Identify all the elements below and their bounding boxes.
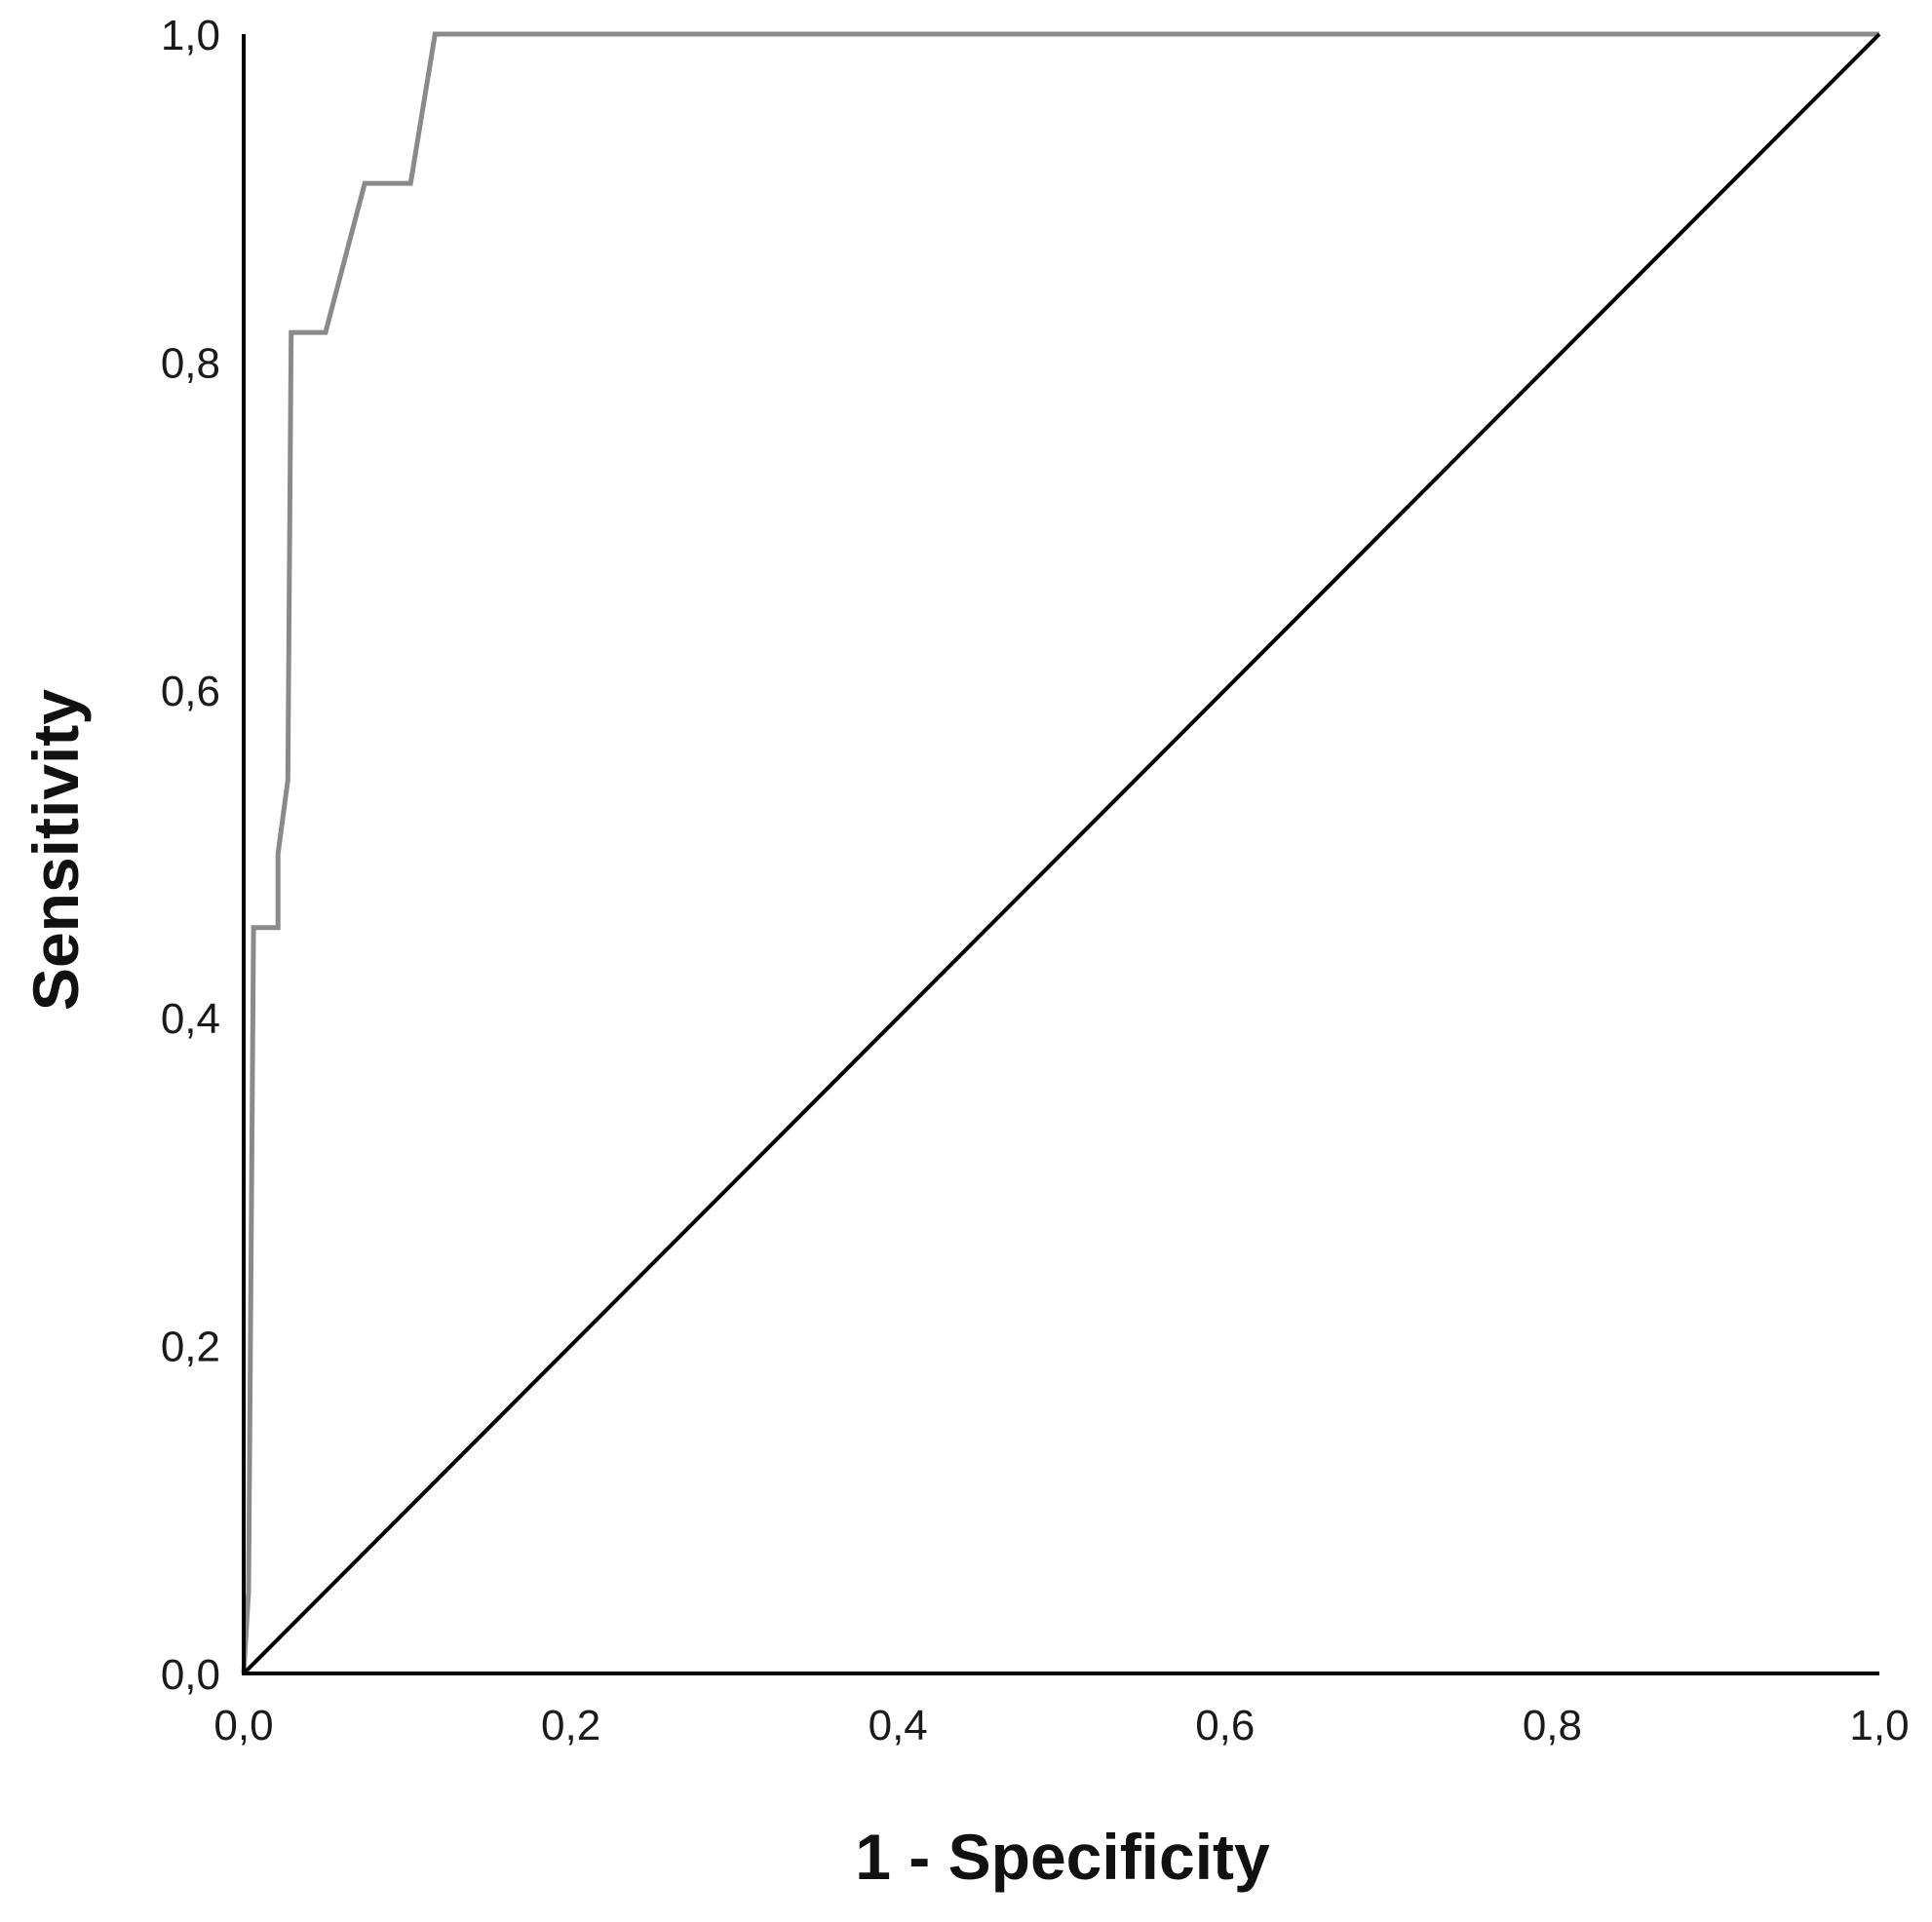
y-tick-label: 0,2 — [161, 1324, 220, 1371]
x-axis-title: 1 - Specificity — [855, 1821, 1270, 1893]
x-tick-label: 0,0 — [213, 1702, 273, 1749]
y-tick-label: 0,6 — [161, 668, 220, 715]
plot-area — [241, 31, 1881, 1675]
y-tick-label: 0,0 — [161, 1651, 220, 1699]
tick-labels: 0,0 0,2 0,4 0,6 0,8 1,0 0,0 0,2 0,4 0,6 0,8 1,0 — [161, 12, 1910, 1749]
roc-curve-line — [241, 31, 1879, 1674]
y-tick-label: 1,0 — [161, 12, 220, 59]
y-axis-title: Sensitivity — [19, 689, 92, 1011]
axes — [242, 34, 1879, 1675]
y-tick-label: 0,4 — [161, 995, 220, 1043]
x-tick-label: 0,2 — [541, 1702, 600, 1749]
x-tick-label: 0,6 — [1195, 1702, 1255, 1749]
x-tick-label: 0,8 — [1523, 1702, 1582, 1749]
x-tick-label: 1,0 — [1849, 1702, 1909, 1749]
x-tick-label: 0,4 — [869, 1702, 928, 1749]
y-tick-label: 0,8 — [161, 339, 220, 387]
reference-diagonal-line — [242, 32, 1881, 1675]
